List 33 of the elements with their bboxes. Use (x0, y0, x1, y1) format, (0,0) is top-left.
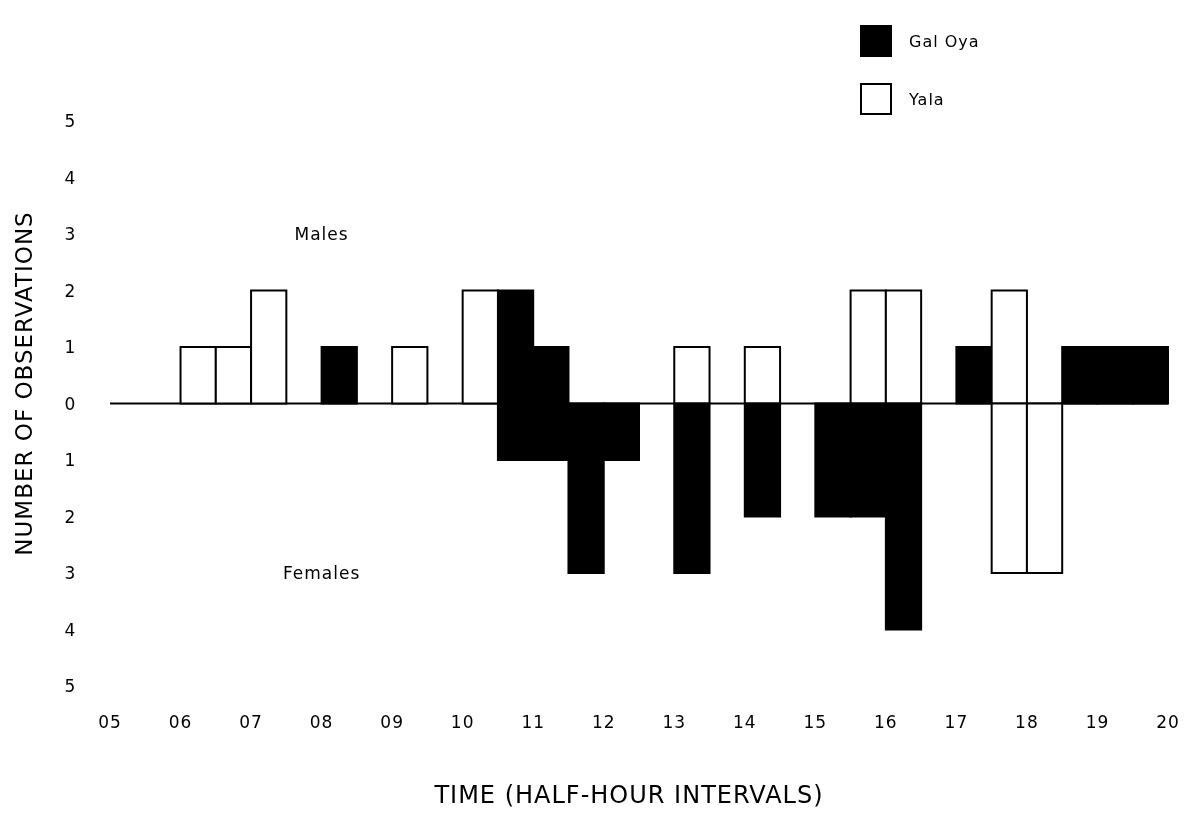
x-tick-label: 19 (1085, 712, 1110, 732)
x-tick-label: 17 (944, 712, 969, 732)
x-tick-label: 05 (98, 712, 122, 732)
x-tick-label: 16 (874, 712, 898, 732)
x-tick-label: 06 (168, 712, 193, 732)
y-axis-title: NUMBER OF OBSERVATIONS (11, 211, 37, 556)
y-tick-label: 1 (64, 337, 76, 357)
x-tick-label: 15 (803, 712, 828, 732)
y-tick-label: 4 (64, 167, 76, 188)
x-tick-label: 07 (239, 712, 263, 732)
x-tick-label: 11 (521, 712, 546, 732)
x-tick-label: 14 (732, 712, 757, 732)
y-tick-label: 3 (64, 563, 76, 583)
y-tick-label: 2 (64, 280, 76, 301)
x-tick-label: 13 (662, 712, 687, 732)
x-tick-label: 12 (591, 712, 616, 732)
legend-label: Gal Oya (909, 32, 980, 51)
x-axis-title: TIME (HALF-HOUR INTERVALS) (433, 781, 824, 809)
annotation: Males (294, 224, 349, 244)
x-tick-label: 18 (1015, 712, 1039, 732)
x-tick-label: 08 (309, 712, 334, 732)
y-tick-label: 4 (64, 619, 76, 640)
x-tick-label: 09 (380, 712, 404, 732)
y-tick-label: 3 (64, 224, 76, 244)
y-tick-label: 5 (64, 676, 76, 696)
y-tick-label: 2 (64, 506, 76, 527)
y-tick-label: 5 (64, 111, 76, 131)
y-tick-label: 1 (64, 450, 76, 470)
y-tick-label: 0 (64, 393, 76, 414)
x-tick-label: 10 (450, 712, 475, 732)
legend-label: Yala (908, 90, 945, 109)
annotation: Females (282, 563, 361, 583)
x-tick-label: 20 (1156, 712, 1180, 732)
